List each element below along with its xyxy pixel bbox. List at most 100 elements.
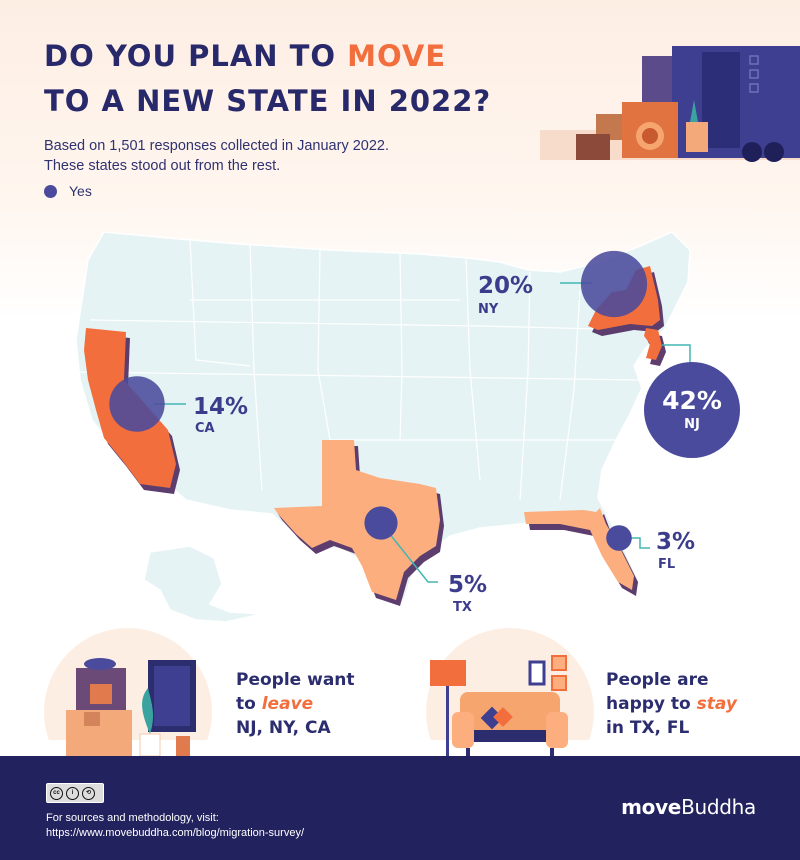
floor-lamp-shade xyxy=(430,660,466,686)
state-borders xyxy=(79,239,641,501)
plant-pot xyxy=(686,122,708,152)
sofa-back xyxy=(460,692,560,732)
truck-wheel-2 xyxy=(764,142,784,162)
stay-message: People are happy to stay in TX, FL xyxy=(606,668,737,740)
leave-message: People want to leave NJ, NY, CA xyxy=(236,668,355,740)
sources-note: For sources and methodology, visit: http… xyxy=(46,811,304,841)
abbr-label-ca: CA xyxy=(195,421,215,436)
border-az xyxy=(249,243,263,491)
alaska xyxy=(143,545,263,623)
leader-line-nj xyxy=(662,344,691,368)
sources-link[interactable]: https://www.movebuddha.com/blog/migratio… xyxy=(46,827,305,839)
boxes-illustration xyxy=(44,628,218,796)
title-text-part2: TO A NEW STATE IN 2022? xyxy=(44,84,492,118)
logo-bold: move xyxy=(621,795,682,819)
border-ks xyxy=(399,253,403,441)
cc-license-badge[interactable]: cc i ⟲ xyxy=(46,783,104,803)
stay-line-3: in TX, FL xyxy=(606,718,690,738)
leader-line-tx xyxy=(380,522,438,583)
legend-marker xyxy=(44,184,57,198)
bubble-nj xyxy=(644,362,740,458)
border-oh xyxy=(559,289,581,501)
stay-line-2-pre: happy to xyxy=(606,694,697,714)
by-icon: i xyxy=(66,786,79,800)
bubble-tx xyxy=(364,506,398,540)
truck-door xyxy=(702,52,740,148)
plant-pot-small xyxy=(139,733,161,757)
abbr-label-fl: FL xyxy=(658,557,675,572)
box-tape xyxy=(84,712,100,726)
value-label-nj: 42% xyxy=(662,386,722,415)
bubble-ny xyxy=(580,250,648,318)
sofa-illustration xyxy=(425,628,595,796)
cushion-blue xyxy=(480,706,504,730)
leave-line-3: NJ, NY, CA xyxy=(236,718,331,738)
lamp-shade xyxy=(84,658,116,670)
title-accent-word: MOVE xyxy=(347,39,447,73)
sofa-arm-left xyxy=(452,712,474,748)
cushion-orange xyxy=(493,707,513,727)
value-labels: 20% NY 42% NJ 14% CA 5% TX 3% FL xyxy=(193,273,722,615)
leave-emphasis: leave xyxy=(261,694,314,714)
wall-frame-2 xyxy=(551,655,567,671)
value-label-ny: 20% xyxy=(478,273,533,299)
stay-emphasis: stay xyxy=(696,694,737,714)
value-label-tx: 5% xyxy=(448,572,487,598)
sofa-leg-left xyxy=(466,748,470,756)
border-mo xyxy=(465,257,481,481)
leave-line-1: People want xyxy=(236,670,355,690)
border-lat-1 xyxy=(89,319,641,331)
plant-leaves xyxy=(142,688,154,734)
sofa-leg-right xyxy=(550,748,554,756)
sofa-arm-right xyxy=(546,712,568,748)
border-nm xyxy=(317,249,331,441)
plant-leaf xyxy=(690,100,698,122)
border-lat-2 xyxy=(79,371,641,381)
truck-window-1 xyxy=(749,55,759,65)
truck-window-2 xyxy=(749,69,759,79)
box-bottom xyxy=(576,134,610,160)
sa-icon: ⟲ xyxy=(82,786,95,800)
bubble-ca xyxy=(109,376,165,432)
washer-drum xyxy=(642,128,658,144)
title-text-part1: DO YOU PLAN TO xyxy=(44,39,348,73)
border-nv xyxy=(189,239,251,367)
moving-truck-illustration xyxy=(540,46,800,162)
border-il xyxy=(519,271,531,501)
box-top-right xyxy=(90,684,112,704)
abbr-label-tx: TX xyxy=(453,600,472,615)
abbr-label-ny: NY xyxy=(478,302,499,317)
sofa-bg-mask xyxy=(425,740,595,756)
footer: cc i ⟲ For sources and methodology, visi… xyxy=(0,756,800,860)
logo-regular: Buddha xyxy=(681,795,756,819)
subtitle-line-2: These states stood out from the rest. xyxy=(44,158,281,174)
bubble-fl xyxy=(606,525,632,551)
truck-wheel-1 xyxy=(742,142,762,162)
wall-frame-1 xyxy=(528,660,546,686)
page-title: DO YOU PLAN TO MOVE TO A NEW STATE IN 20… xyxy=(44,34,491,124)
wall-frame-3 xyxy=(551,675,567,691)
bubble-layer xyxy=(109,250,740,551)
value-label-fl: 3% xyxy=(656,529,695,555)
value-label-ca: 14% xyxy=(193,394,248,420)
texas-shape xyxy=(274,440,440,600)
picture-inner xyxy=(154,666,190,726)
legend: Yes xyxy=(44,183,92,199)
cc-icon: cc xyxy=(50,786,63,800)
floor-lamp-pole xyxy=(446,686,449,756)
new-jersey-shape xyxy=(644,328,662,360)
florida-shape xyxy=(524,508,634,590)
sofa-seat xyxy=(474,730,546,742)
stay-line-1: People are xyxy=(606,670,709,690)
sources-line-1: For sources and methodology, visit: xyxy=(46,812,219,824)
subtitle: Based on 1,501 responses collected in Ja… xyxy=(44,136,474,176)
truck-window-3 xyxy=(749,83,759,93)
box-small xyxy=(176,736,190,756)
legend-label: Yes xyxy=(69,183,92,199)
leave-line-2-pre: to xyxy=(236,694,262,714)
abbr-label-nj: NJ xyxy=(684,417,700,432)
movebuddha-logo[interactable]: moveBuddha xyxy=(621,795,756,819)
subtitle-line-1: Based on 1,501 responses collected in Ja… xyxy=(44,138,390,154)
